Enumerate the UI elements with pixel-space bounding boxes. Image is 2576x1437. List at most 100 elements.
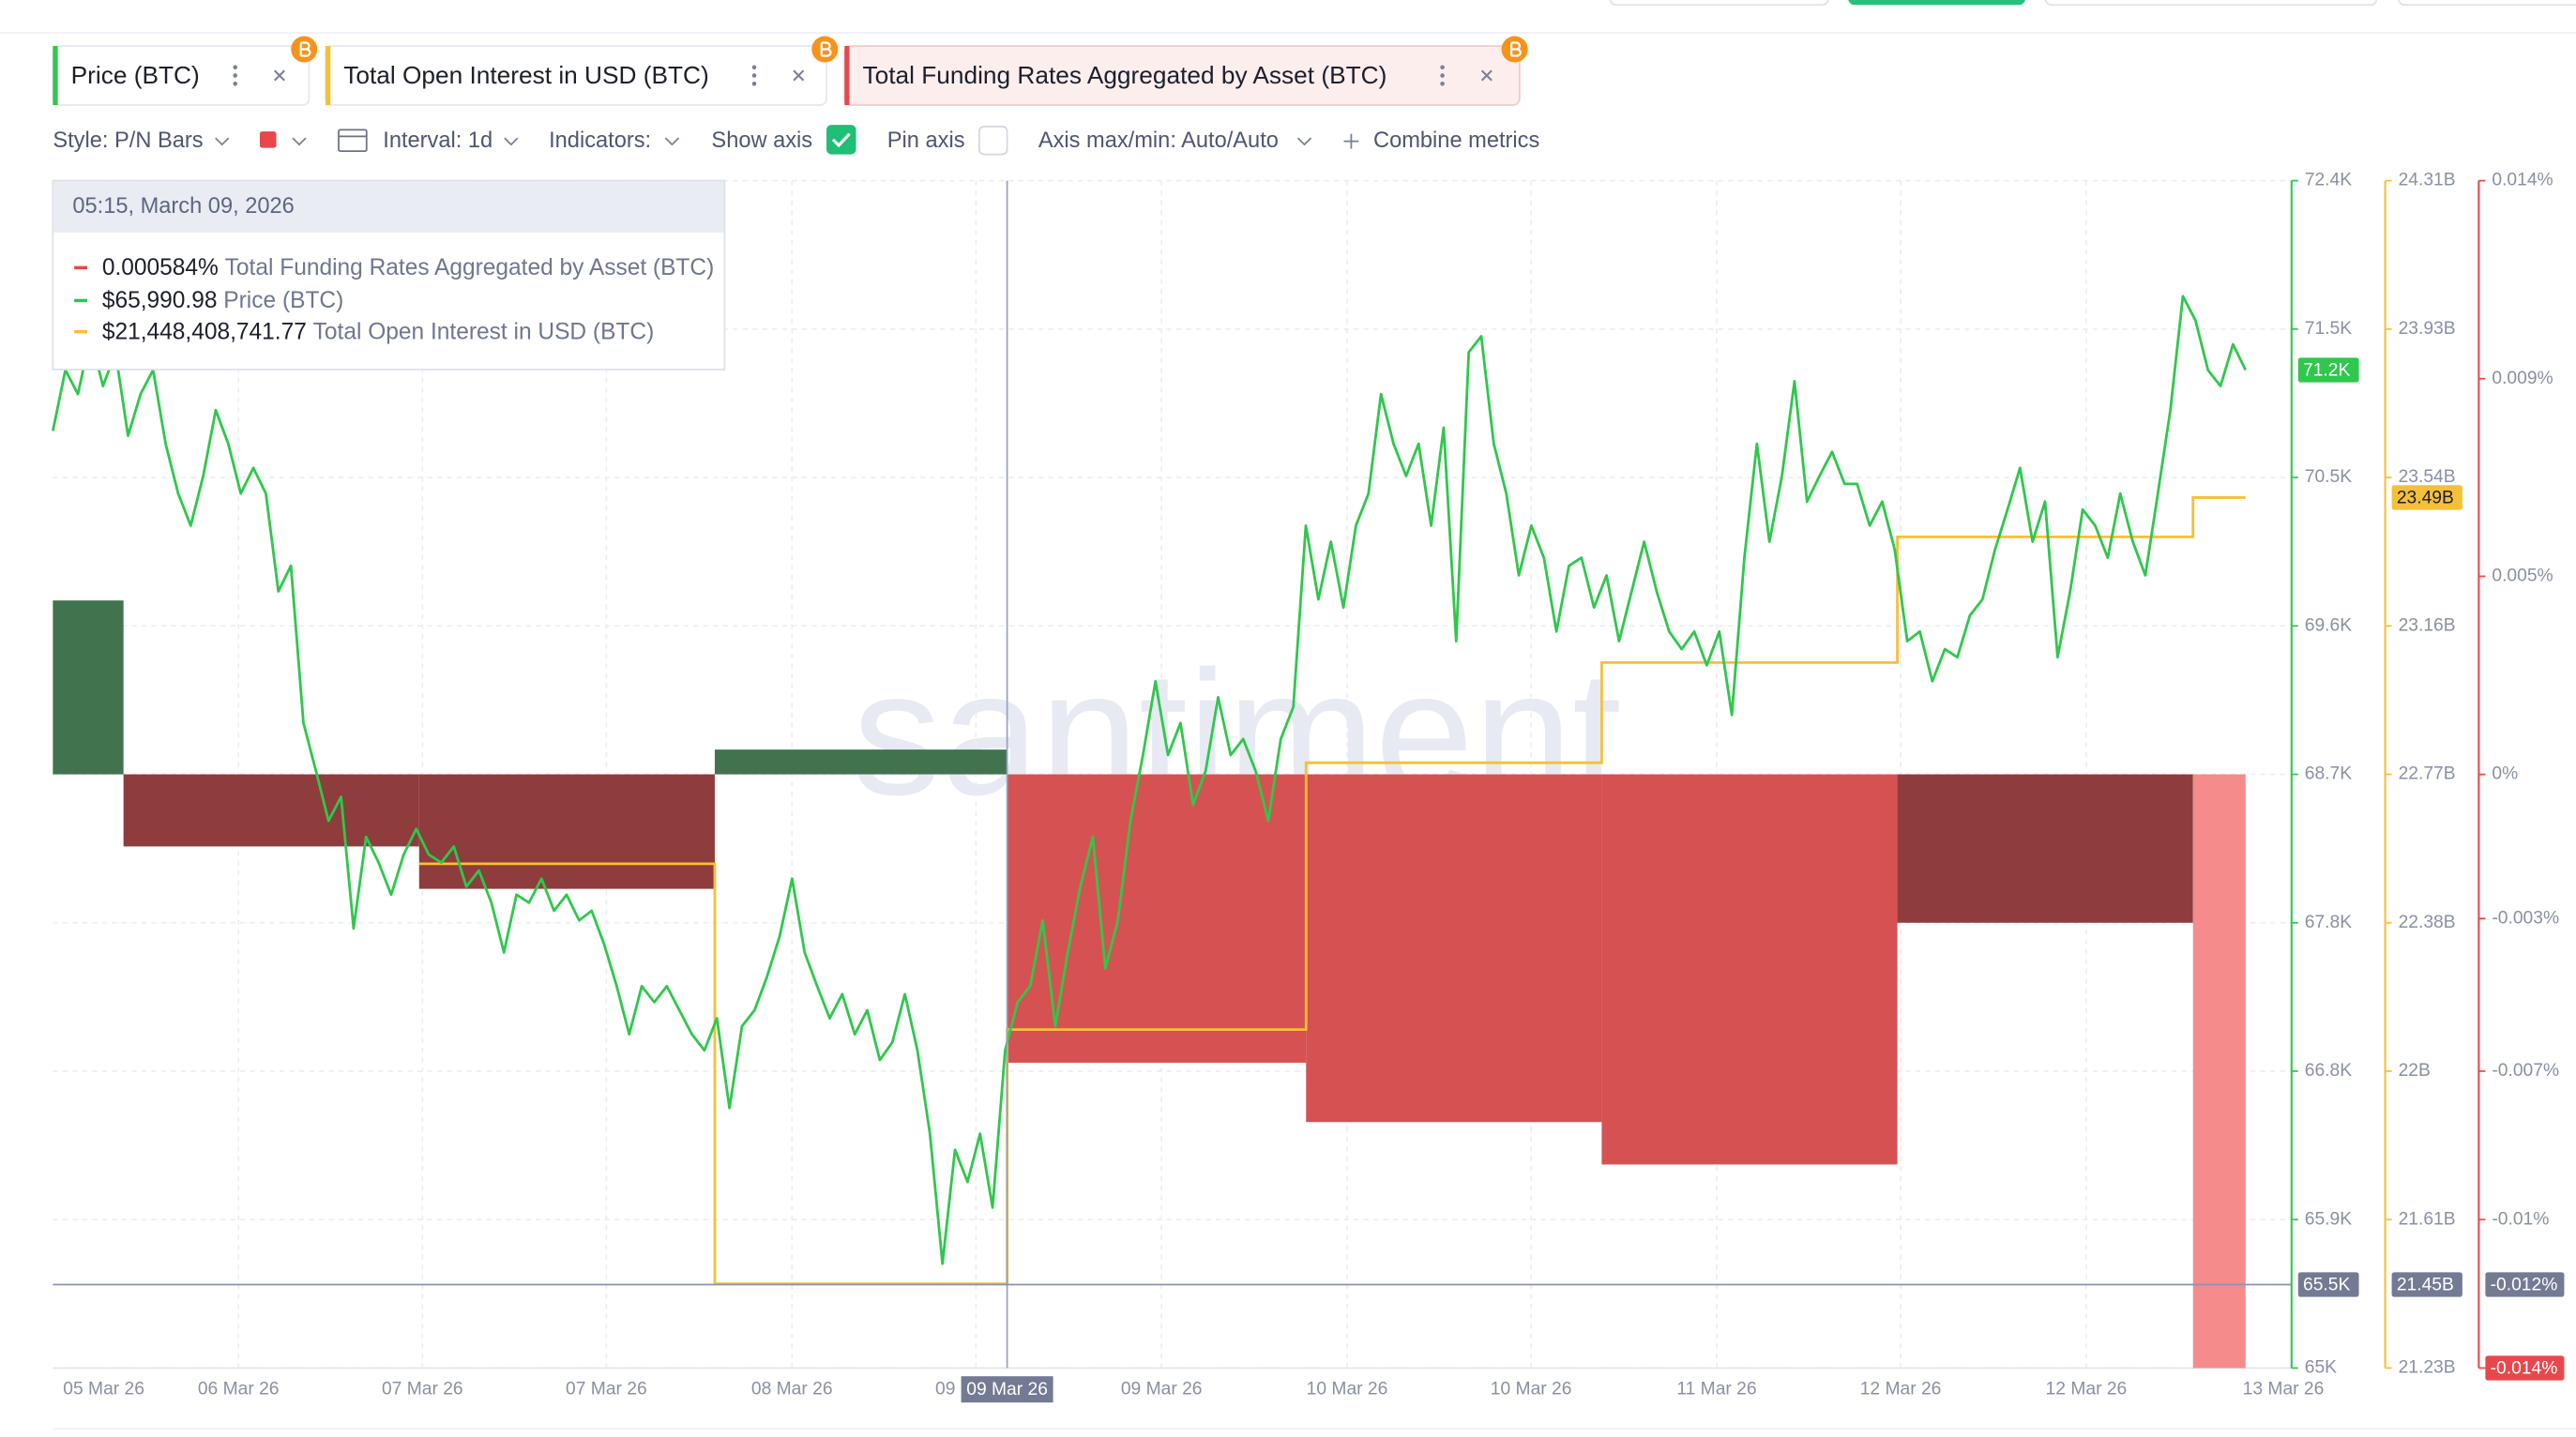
x-tick-label: 10 Mar 26	[1491, 1379, 1572, 1399]
y-tick-label: 68.7K	[2305, 764, 2352, 784]
bar	[1306, 774, 1602, 1123]
y-tick-label: -0.01%	[2492, 1209, 2549, 1229]
crosshair-x-label: 09 Mar 26	[966, 1380, 1048, 1399]
tab-menu-icon[interactable]	[751, 65, 757, 86]
top-button[interactable]	[1609, 0, 1829, 7]
last-value-label-box	[2297, 357, 2359, 383]
x-tick-label: 12 Mar 26	[2046, 1379, 2128, 1399]
tooltip-value: $65,990.98	[102, 289, 218, 314]
bar	[123, 774, 419, 847]
tooltip-header	[53, 181, 724, 233]
y-tick-label: 69.6K	[2305, 615, 2352, 635]
y-tick-label: 72.4K	[2305, 171, 2352, 190]
y-tick-label: 0.014%	[2492, 171, 2553, 190]
y-tick-label: 0.009%	[2492, 369, 2553, 388]
crosshair-x-box	[961, 1376, 1053, 1403]
top-button[interactable]	[1848, 0, 2025, 6]
show-axis-label[interactable]: Show axis	[711, 129, 812, 153]
x-tick-label: 07 Mar 26	[382, 1379, 463, 1399]
x-tick-label: 08 Mar 26	[751, 1379, 833, 1399]
tab-color	[53, 46, 58, 106]
tooltip-row: 0.000584% Total Funding Rates Aggregated…	[102, 256, 714, 281]
crosshair-y3-label-box	[2485, 1272, 2565, 1297]
crosshair-y2-label: 21.45B	[2397, 1275, 2454, 1294]
x-tick-label: 07 Mar 26	[566, 1379, 647, 1399]
y-tick-label: 23.93B	[2399, 319, 2456, 339]
y-tick-label: 67.8K	[2305, 913, 2352, 932]
asset-icon-glyph	[820, 41, 832, 57]
tab-color	[325, 46, 331, 106]
crosshair-y2-label-box	[2391, 1272, 2462, 1297]
tooltip-title: 05:15, March 09, 2026	[72, 194, 294, 219]
chevron	[215, 137, 230, 146]
bar	[418, 774, 715, 889]
price-line	[51, 295, 2248, 1265]
interval-select[interactable]: Interval: 1d	[383, 129, 492, 153]
bar	[1601, 774, 1898, 1165]
plot-area	[51, 180, 2292, 1369]
check-icon	[831, 132, 851, 148]
chevron	[292, 137, 307, 146]
tab[interactable]: Total Open Interest in USD (BTC)	[325, 36, 839, 106]
tooltip-metric: Price (BTC)	[223, 289, 343, 314]
tab-label[interactable]: Total Funding Rates Aggregated by Asset …	[863, 61, 1387, 89]
last-value-label: -0.014%	[2491, 1358, 2558, 1378]
last-value-label: 23.49B	[2397, 488, 2454, 507]
y-tick-label: 70.5K	[2305, 467, 2352, 487]
tooltip-metric: Total Funding Rates Aggregated by Asset …	[225, 256, 715, 281]
checkbox[interactable]	[977, 125, 1008, 156]
chevron	[504, 137, 519, 146]
pin-axis-label[interactable]: Pin axis	[887, 129, 965, 153]
crosshair-y3-label: -0.012%	[2491, 1275, 2558, 1294]
crosshair-y-label: 65.5K	[2303, 1275, 2350, 1294]
y-tick-label: 22B	[2399, 1061, 2431, 1081]
y-tick-label: 65K	[2305, 1358, 2337, 1378]
y-tick-label: 66.8K	[2305, 1061, 2352, 1081]
toolbar: Style: P/N Bars Interval: 1d Indicators:…	[53, 125, 1539, 156]
calendar-icon	[338, 129, 368, 152]
x-tick-label: 12 Mar 26	[1860, 1379, 1942, 1399]
chevron	[664, 137, 680, 146]
indicators-select[interactable]: Indicators:	[549, 129, 651, 153]
axes: 05 Mar 26 06 Mar 26 07 Mar 26 07 Mar 26 08 M…	[63, 171, 2565, 1403]
tab[interactable]: Price (BTC)	[52, 36, 318, 106]
color-picker[interactable]	[259, 131, 277, 148]
tab[interactable]: Total Funding Rates Aggregated by Asset …	[843, 36, 1528, 106]
last-value-label: 71.2K	[2303, 360, 2350, 380]
tab-label[interactable]: Total Open Interest in USD (BTC)	[343, 61, 709, 89]
y-tick-label: 21.61B	[2399, 1209, 2456, 1229]
tab-menu-icon[interactable]	[1440, 65, 1445, 86]
tab-label[interactable]: Price (BTC)	[71, 61, 200, 89]
tab-close[interactable]	[273, 69, 285, 82]
tooltip-value: $21,448,408,741.77	[102, 320, 307, 345]
x-tick-label: 11 Mar 26	[1676, 1379, 1756, 1399]
top-button[interactable]	[2044, 0, 2378, 7]
y-tick-label: 0.005%	[2492, 566, 2553, 585]
y-tick-label: -0.007%	[2492, 1061, 2559, 1081]
y-tick-label: 65.9K	[2305, 1209, 2352, 1229]
last-value-label-box	[2391, 485, 2462, 510]
tooltip-metric: Total Open Interest in USD (BTC)	[313, 320, 655, 345]
chevron	[1296, 137, 1312, 146]
tab-close[interactable]	[1480, 69, 1493, 82]
checkbox-checked[interactable]	[826, 125, 856, 155]
axis-range-select[interactable]: Axis max/min: Auto/Auto	[1038, 129, 1279, 153]
x-tick-label: 10 Mar 26	[1307, 1379, 1388, 1399]
y-tick-label: 23.54B	[2399, 467, 2456, 487]
tab-menu-icon[interactable]	[233, 65, 237, 86]
y-tick-label: -0.003%	[2492, 908, 2559, 928]
plus-icon	[1343, 133, 1359, 149]
top-button[interactable]	[2397, 0, 2576, 7]
tooltip-row: $21,448,408,741.77 Total Open Interest i…	[102, 320, 654, 345]
y-tick-label: 21.23B	[2399, 1358, 2456, 1378]
bar	[2192, 774, 2246, 1369]
y-tick-label: 71.5K	[2305, 319, 2352, 339]
style-select[interactable]: Style: P/N Bars	[53, 129, 203, 153]
tab-close[interactable]	[793, 69, 805, 82]
tooltip-row: $65,990.98 Price (BTC)	[102, 289, 343, 314]
bar	[53, 600, 124, 775]
combine-metrics-button[interactable]: Combine metrics	[1373, 129, 1539, 153]
asset-icon-glyph	[1509, 41, 1522, 57]
last-value-label-box	[2485, 1355, 2565, 1381]
